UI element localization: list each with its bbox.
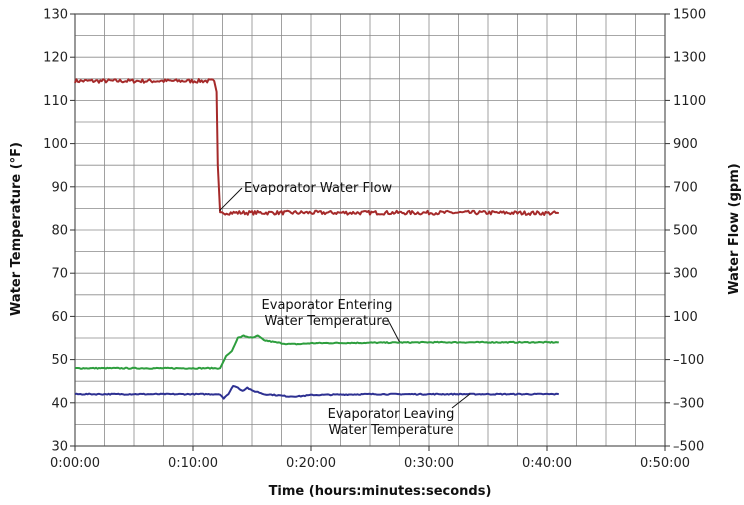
y-right-tick-label: 1300: [673, 51, 706, 66]
y-left-tick-label: 120: [43, 51, 68, 66]
grid: [74, 13, 666, 447]
x-tick-label: 0:30:00: [404, 456, 454, 471]
x-axis-title: Time (hours:minutes:seconds): [269, 484, 492, 499]
x-tick-label: 0:10:00: [168, 456, 218, 471]
annotation-text: Water Temperature: [329, 423, 454, 438]
y-left-tick-label: 60: [51, 310, 68, 325]
y-left-tick-label: 30: [51, 440, 68, 455]
y-axis-left-title: Water Temperature (°F): [9, 142, 24, 316]
y-right-tick-label: –500: [673, 440, 704, 455]
y-right-tick-label: –300: [673, 396, 704, 411]
annotation-leader: [219, 187, 243, 211]
y-right-tick-label: 700: [673, 180, 698, 195]
annotation-text: Evaporator Entering: [262, 298, 393, 313]
y-axis-right-title: Water Flow (gpm): [727, 163, 742, 294]
y-left-tick-label: 80: [51, 224, 68, 239]
annotation-layer: Evaporator Water Flow Evaporator Entering…: [219, 181, 471, 438]
annotation-text: Water Temperature: [265, 314, 390, 329]
series-line-0: [74, 78, 560, 216]
y-left-tick-label: 110: [43, 94, 68, 109]
y-right-tick-label: 1500: [673, 8, 706, 23]
annotation-text: Evaporator Water Flow: [244, 181, 393, 196]
annotation-text: Evaporator Leaving: [328, 407, 455, 422]
y-right-tick-label: 900: [673, 137, 698, 152]
x-tick-label: 0:50:00: [640, 456, 690, 471]
y-left-tick-label: 100: [43, 137, 68, 152]
y-right-tick-label: –100: [673, 353, 704, 368]
annotation-leader: [451, 393, 471, 409]
annotation-0: Evaporator Water Flow: [219, 181, 393, 211]
y-left-tick-label: 40: [51, 396, 68, 411]
y-right-tick-label: 100: [673, 310, 698, 325]
series-line-2: [74, 385, 560, 400]
tick-layer: 30 40 50 60 70 80 90 100 110 120 130 –500 –300 –100 10…: [43, 8, 706, 472]
series-layer: [74, 78, 560, 400]
y-left-tick-label: 90: [51, 180, 68, 195]
x-tick-label: 0:40:00: [522, 456, 572, 471]
y-left-tick-label: 130: [43, 8, 68, 23]
y-left-tick-label: 50: [51, 353, 68, 368]
annotation-leader: [387, 319, 400, 343]
y-right-tick-label: 1100: [673, 94, 706, 109]
x-tick-label: 0:20:00: [286, 456, 336, 471]
series-line-1: [75, 334, 559, 370]
y-right-tick-label: 300: [673, 267, 698, 282]
y-left-tick-label: 70: [51, 267, 68, 282]
y-right-tick-label: 500: [673, 224, 698, 239]
x-tick-label: 0:00:00: [50, 456, 100, 471]
